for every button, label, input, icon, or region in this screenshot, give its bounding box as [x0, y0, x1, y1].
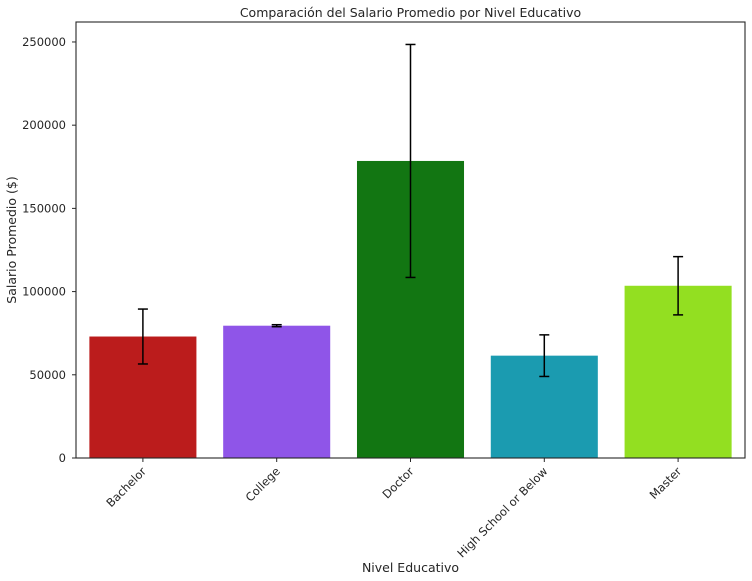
y-axis-title: Salario Promedio ($) — [4, 176, 19, 303]
error-bar — [539, 334, 550, 378]
y-axis: 0 50000 100000 150000 200000 250000 — [22, 35, 76, 465]
y-tick-label: 150000 — [22, 201, 66, 215]
x-axis: Bachelor College Doctor High School or Belo… — [103, 458, 684, 560]
error-bar — [405, 43, 416, 279]
error-bar — [137, 308, 148, 365]
errorbars-layer — [137, 43, 684, 378]
chart-title: Comparación del Salario Promedio por Niv… — [240, 5, 581, 20]
bar-college — [223, 325, 331, 458]
y-tick-label: 0 — [59, 451, 66, 465]
x-tick-label: Master — [647, 464, 685, 502]
y-tick-label: 250000 — [22, 35, 66, 49]
x-tick-label: College — [243, 464, 283, 504]
error-bar — [673, 255, 684, 316]
x-axis-title: Nivel Educativo — [362, 560, 459, 575]
x-tick-label: Doctor — [379, 464, 416, 501]
x-tick-label: Bachelor — [103, 464, 149, 510]
y-tick-label: 200000 — [22, 118, 66, 132]
y-tick-label: 100000 — [22, 285, 66, 299]
error-bar — [271, 323, 282, 328]
x-tick-label: High School or Below — [454, 464, 550, 560]
y-tick-label: 50000 — [29, 368, 66, 382]
